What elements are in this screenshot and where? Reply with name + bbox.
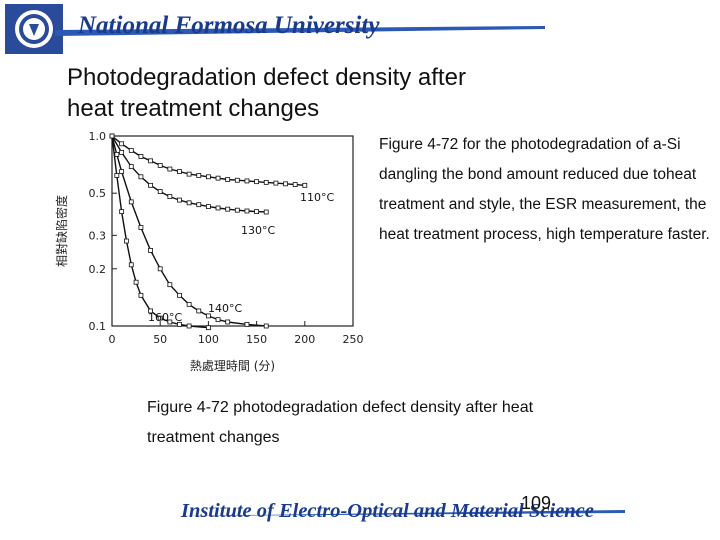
figure-caption: Figure 4-72 photodegradation defect dens… — [147, 399, 534, 446]
x-tick-label-1: 50 — [153, 333, 167, 346]
series-3-point-10 — [177, 321, 182, 327]
series-0-point-3 — [138, 154, 144, 159]
y-tick-label-0: 0.1 — [89, 320, 107, 333]
series-3-point-8 — [157, 315, 163, 321]
series-1-point-9 — [196, 202, 202, 208]
series-1-point-16 — [263, 209, 269, 215]
figure-description: Figure 4-72 for the photodegradation of … — [379, 136, 710, 243]
series-3-point-3 — [124, 238, 129, 244]
chart-container: 0 50 100 150 200 250 0.1 0.2 0.3 0.5 1.0 熱處理時間 (分) 相… — [48, 126, 378, 386]
series-0-point-17 — [273, 180, 279, 186]
series-2-point-8 — [177, 292, 182, 298]
series-0-point-16 — [263, 179, 269, 185]
series-0-point-7 — [177, 169, 182, 174]
y-tick-label-4: 1.0 — [89, 130, 107, 143]
y-tick-label-3: 0.5 — [89, 187, 107, 200]
x-tick-label-4: 200 — [294, 333, 315, 346]
series-2-point-14 — [244, 321, 250, 327]
footer-bar — [175, 510, 625, 516]
series-3-point-4 — [128, 262, 134, 268]
page-number: 109 — [521, 493, 552, 513]
series-1-point-14 — [244, 208, 250, 214]
series-0-point-6 — [167, 166, 173, 172]
series-0-point-2 — [128, 147, 134, 153]
y-tick-label-2: 0.3 — [89, 229, 107, 242]
series-1-point-2 — [128, 164, 134, 170]
series-0-point-10 — [205, 174, 211, 180]
plot-frame — [111, 135, 354, 327]
series-label-1: 130°C — [241, 224, 275, 237]
x-tick-label-0: 0 — [109, 333, 116, 346]
series-1-point-4 — [148, 182, 153, 188]
series-line-2 — [111, 135, 267, 327]
x-axis-label: 熱處理時間 (分) — [190, 359, 275, 373]
university-name: National Formosa University — [78, 12, 380, 39]
series-2-point-5 — [148, 247, 153, 253]
x-tick-label-2: 100 — [198, 333, 219, 346]
series-3-point-12 — [205, 325, 211, 331]
series-1-point-1 — [119, 149, 125, 155]
series-2-point-7 — [167, 282, 173, 288]
series-label-3: 160°C — [148, 311, 182, 324]
header-bar — [55, 26, 545, 36]
series-3-point-0 — [109, 133, 115, 139]
series-2-point-13 — [225, 319, 231, 325]
y-axis-label: 相對缺陷密度 — [54, 195, 69, 267]
series-1-point-3 — [138, 174, 144, 180]
series-0-point-20 — [302, 182, 308, 188]
series-3-point-2 — [119, 209, 125, 215]
series-0-point-19 — [292, 182, 298, 187]
series-label-2: 140°C — [208, 302, 242, 315]
series-1-point-8 — [186, 200, 192, 206]
series-3-point-6 — [138, 292, 144, 298]
series-1-point-6 — [167, 194, 173, 199]
x-tick-label-5: 250 — [343, 333, 364, 346]
series-0-point-18 — [283, 181, 288, 187]
series-1-point-7 — [177, 197, 182, 203]
series-2-point-9 — [186, 301, 192, 307]
series-0-point-4 — [148, 158, 153, 164]
series-0-point-8 — [186, 171, 192, 177]
series-2-point-4 — [138, 225, 144, 230]
series-0-point-14 — [244, 178, 250, 184]
series-3-point-1 — [114, 173, 120, 178]
series-0-point-1 — [119, 141, 125, 147]
series-3-point-7 — [148, 308, 153, 314]
series-0-point-15 — [254, 179, 260, 185]
y-tick-label-1: 0.2 — [89, 263, 107, 276]
series-1-point-12 — [225, 206, 231, 212]
series-3-point-9 — [167, 319, 173, 325]
series-3-point-11 — [186, 323, 192, 329]
defect-density-chart: 0 50 100 150 200 250 0.1 0.2 0.3 0.5 1.0 熱處理時間 (分) 相… — [54, 130, 364, 373]
series-0-point-12 — [225, 177, 231, 182]
series-1-point-10 — [205, 204, 211, 210]
institute-name: Institute of Electro-Optical and Materia… — [181, 500, 594, 522]
series-2-point-11 — [205, 313, 211, 319]
series-2-point-6 — [157, 266, 163, 272]
series-1-point-11 — [215, 205, 221, 211]
series-1-point-5 — [157, 189, 163, 194]
series-1-point-13 — [234, 207, 240, 213]
series-0-point-5 — [157, 163, 163, 168]
series-0-point-13 — [234, 177, 240, 183]
series-2-point-12 — [215, 317, 221, 323]
series-1-point-15 — [254, 209, 260, 215]
series-2-point-15 — [263, 323, 269, 329]
series-3-point-5 — [133, 279, 139, 285]
slide-title: Photodegradation defect density after he… — [67, 64, 466, 122]
series-2-point-10 — [196, 308, 202, 314]
x-tick-label-3: 150 — [246, 333, 267, 346]
series-label-0: 110°C — [300, 191, 334, 204]
series-2-point-2 — [119, 169, 125, 174]
series-2-point-1 — [114, 152, 120, 157]
series-0-point-11 — [215, 175, 221, 181]
series-2-point-3 — [128, 199, 134, 205]
university-logo — [5, 4, 63, 54]
series-0-point-9 — [196, 173, 202, 178]
